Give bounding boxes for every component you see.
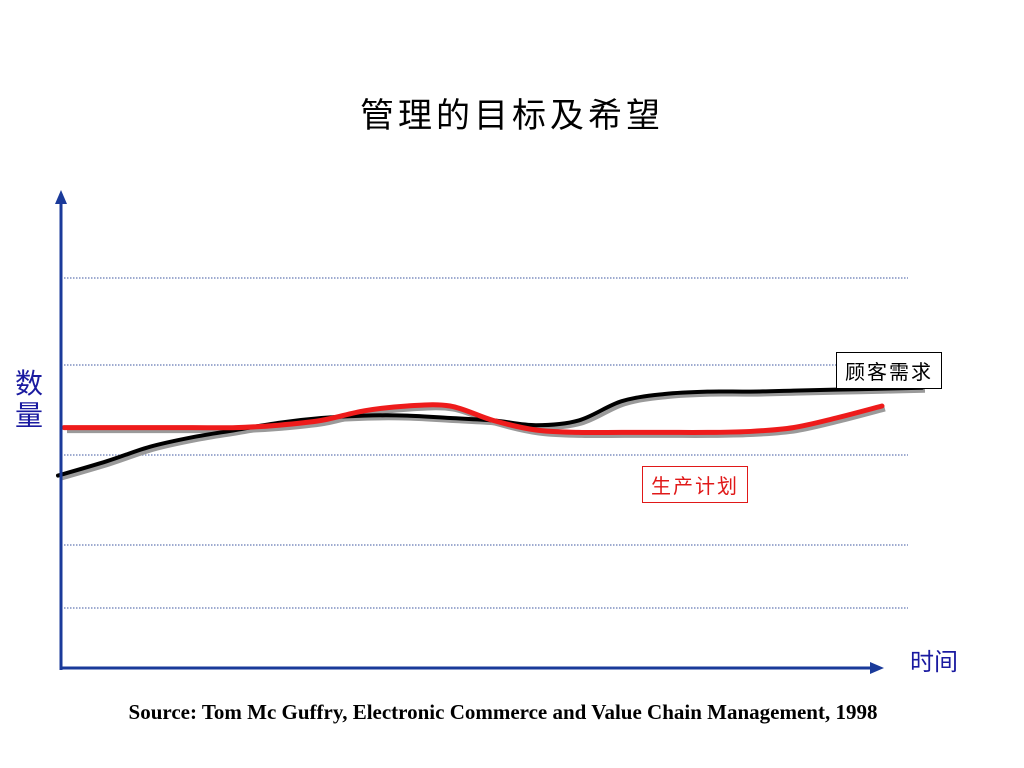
line-chart — [55, 190, 926, 674]
legend-customer-demand: 顾客需求 — [836, 352, 942, 389]
legend-production-plan: 生产计划 — [642, 466, 748, 503]
grid-lines — [64, 277, 908, 609]
x-axis-label: 时间 — [910, 648, 958, 676]
series-lines — [56, 385, 924, 478]
y-axis-arrow — [55, 190, 67, 204]
x-axis-arrow — [870, 662, 884, 674]
chart-title: 管理的目标及希望 — [360, 96, 664, 136]
series-shadows — [60, 388, 926, 481]
source-citation: Source: Tom Mc Guffry, Electronic Commer… — [128, 700, 878, 724]
y-axis-label: 数量 — [14, 367, 43, 432]
series-shadow-0 — [60, 388, 926, 481]
series-line-production-plan — [61, 402, 885, 436]
